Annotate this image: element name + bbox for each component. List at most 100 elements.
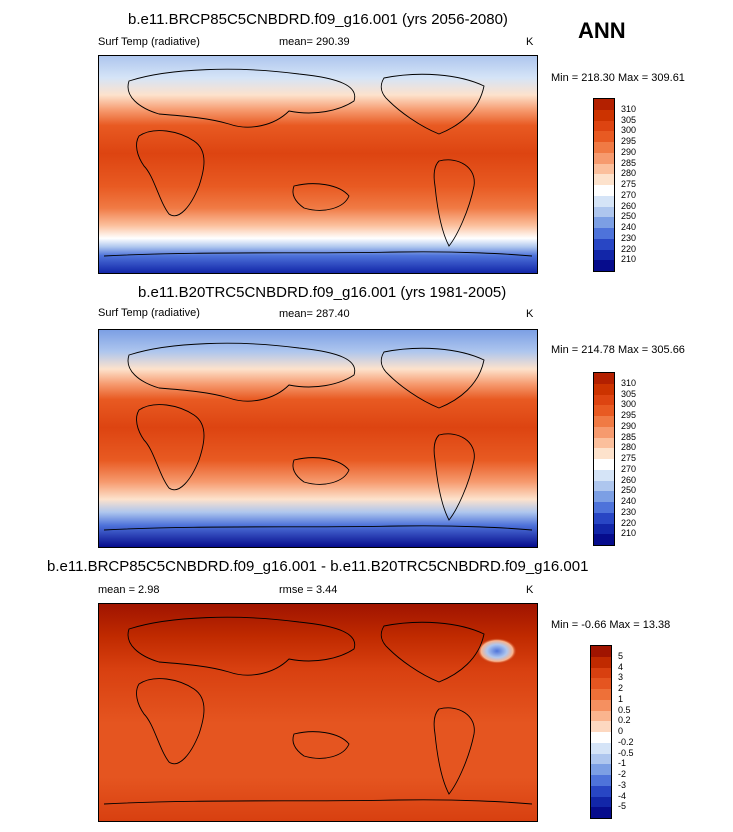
panel1-title: b.e11.BRCP85C5CNBDRD.f09_g16.001 (yrs 20… [128,11,508,28]
panel1-colorbar-label: 240 [621,222,637,232]
panel3-colorbar-swatch [590,710,612,722]
panel1-colorbar-label: 280 [621,168,637,179]
panel3-coastlines [103,616,533,805]
panel3-colorbar-label: 1 [618,693,624,704]
panel3-cold-anomaly [477,638,517,664]
panel1-mean: mean= 290.39 [279,36,350,48]
panel1-map-svg [99,56,537,273]
panel1-colorbar-swatch [593,217,615,228]
panel2-colorbar-swatch [593,491,615,502]
panel2-mean: mean= 287.40 [279,308,350,320]
panel2-colorbar-label: 305 [621,388,637,399]
panel3-colorbar-swatch [590,753,612,765]
panel2-colorbar-swatch [593,523,615,535]
panel1-colorbar: 310 305 300 295 290 285 280 275 270 260 250 240 230 2… [593,98,636,272]
panel1-colorbar-label: 290 [621,146,637,157]
panel2-colorbar-swatch [593,459,615,470]
panel1-colorbar-swatch [593,249,615,261]
panel3-map [98,603,538,822]
panel3-colorbar-swatch [590,785,612,797]
panel3-colorbar-swatch [590,721,612,732]
panel3-colorbar-label: 2 [618,683,624,693]
panel1-colorbar-label: 260 [621,200,637,211]
panel3-colorbar-label: -0.2 [618,736,634,747]
panel2-units: K [526,308,534,320]
panel2-colorbar-label: 290 [621,420,637,431]
panel1-colorbar-swatch [593,206,615,218]
panel2-colorbar-swatch [593,480,615,492]
panel3-colorbar-swatch [590,742,612,754]
panel1-map [98,55,538,274]
panel1-colorbar-swatch [593,195,615,207]
panel1-colorbar-swatch [593,131,615,142]
panel1-colorbar-label: 310 [621,103,637,114]
panel1-colorbar-swatch [593,152,615,164]
panel2-map-svg [99,330,537,547]
panel3-colorbar-label: 3 [618,672,624,683]
panel2-colorbar-label: 230 [621,506,637,517]
panel1-colorbar-swatch [593,120,615,132]
panel1-colorbar-swatch [593,238,615,250]
panel3-colorbar-swatch [590,775,612,786]
panel3-units: K [526,584,534,596]
panel2-colorbar-swatch [593,426,615,438]
panel3-colorbar-swatch [590,732,612,743]
panel3-colorbar-label: 0 [618,726,624,736]
season-label: ANN [578,18,626,43]
panel3-rmse: rmse = 3.44 [279,584,338,596]
panel3-colorbar-swatch [590,796,612,808]
panel2-colorbar-label: 210 [621,528,637,539]
panel3-colorbar-label: 0.5 [618,704,631,715]
panel1-colorbar-label: 300 [621,125,637,136]
panel3-mean: mean = 2.98 [98,584,160,596]
panel1-colorbar-label: 305 [621,114,637,125]
panel1-colorbar-label: 270 [621,189,637,200]
panel1-variable: Surf Temp (radiative) [98,36,200,48]
panel3-colorbar-label: -4 [618,790,627,801]
panel3-map-svg [99,604,537,821]
panel3-colorbar-label: -2 [618,769,627,779]
panel2-colorbar: 310 305 300 295 290 285 280 275 270 260 250 240 230 2… [593,372,636,546]
panel2-colorbar-swatch [593,405,615,416]
panel3-colorbar: 5 4 3 2 1 0.5 0.2 0 -0.2 -0.5 -1 -2 -3 -4 -5 [590,645,634,819]
panel2-colorbar-label: 280 [621,442,637,453]
panel2-colorbar-label: 300 [621,399,637,410]
panel2-colorbar-swatch [593,502,615,513]
panel3-colorbar-swatch [590,807,612,818]
panel3-colorbar-swatch [590,646,612,657]
panel2-colorbar-swatch [593,383,615,395]
panel1-colorbar-label: 285 [621,157,637,168]
panel1-colorbar-label: 210 [621,254,637,265]
panel1-minmax: Min = 218.30 Max = 309.61 [551,72,685,84]
panel3-field [99,604,537,821]
panel1-colorbar-label: 250 [621,211,637,222]
panel1-coastlines [103,68,533,257]
panel2-colorbar-swatch [593,534,615,545]
panel1-colorbar-swatch [593,109,615,121]
panel2-map [98,329,538,548]
panel1-colorbar-swatch [593,163,615,175]
panel2-variable: Surf Temp (radiative) [98,307,200,319]
panel1-colorbar-label: 275 [621,179,637,189]
panel3-colorbar-label: 4 [618,661,624,672]
panel2-colorbar-swatch [593,512,615,524]
panel3-colorbar-label: -3 [618,779,627,790]
panel2-colorbar-label: 270 [621,463,637,474]
panel1-colorbar-swatch [593,260,615,271]
panel1-colorbar-swatch [593,99,615,110]
panel3-colorbar-swatch [590,764,612,775]
panel2-colorbar-swatch [593,373,615,384]
panel3-colorbar-label: -0.5 [618,747,634,758]
panel1-field [99,56,537,273]
panel3-colorbar-label: 5 [618,650,624,661]
panel2-colorbar-swatch [593,416,615,427]
panel3-colorbar-label: -5 [618,801,627,812]
panel2-colorbar-label: 220 [621,517,637,528]
panel1-colorbar-swatch [593,174,615,185]
panel1-colorbar-swatch [593,142,615,153]
panel3-colorbar-label: 0.2 [618,715,631,726]
panel2-colorbar-label: 295 [621,410,637,420]
panel2-colorbar-swatch [593,394,615,406]
panel1-colorbar-swatch [593,228,615,239]
panel3-colorbar-swatch [590,699,612,711]
